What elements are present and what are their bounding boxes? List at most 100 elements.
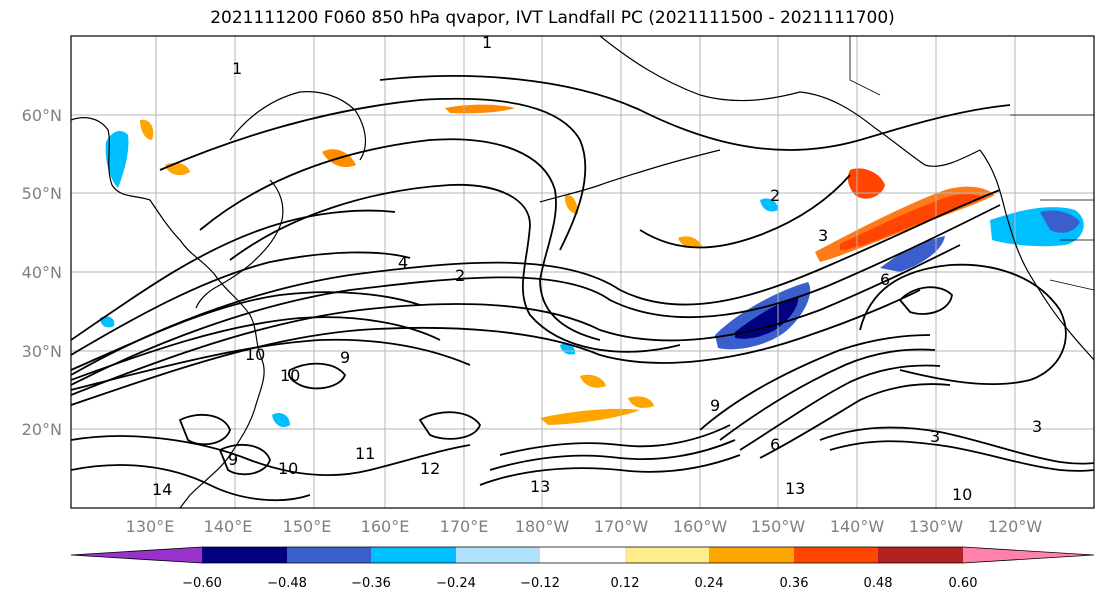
contour-line bbox=[71, 316, 441, 381]
positive-anomaly-subtropic bbox=[540, 408, 640, 425]
colorbar-tick: −0.48 bbox=[267, 576, 307, 591]
colorbar-segment bbox=[794, 547, 878, 563]
colorbar-segment bbox=[709, 547, 794, 563]
colorbar: −0.60 −0.48 −0.36 −0.24 −0.12 0.12 0.24 … bbox=[70, 546, 1095, 591]
lat-label: 60°N bbox=[22, 106, 62, 125]
lon-label: 120°W bbox=[988, 517, 1043, 536]
lon-label: 140°W bbox=[830, 517, 885, 536]
contour-label: 9 bbox=[228, 450, 238, 469]
lat-label: 20°N bbox=[22, 420, 62, 439]
colorbar-segment bbox=[287, 547, 371, 563]
contour-label: 2 bbox=[770, 186, 780, 205]
north-america-west-coast bbox=[979, 149, 1094, 361]
contour-label: 3 bbox=[818, 226, 828, 245]
negative-anomaly-coast-core bbox=[1040, 210, 1080, 233]
positive-anomaly-small-2 bbox=[564, 195, 578, 214]
colorbar-segment bbox=[71, 547, 202, 563]
negative-anomaly-kamchatka bbox=[105, 130, 129, 188]
contour-line bbox=[71, 209, 396, 341]
positive-anomaly-small-4 bbox=[140, 119, 154, 140]
contour-label: 3 bbox=[1032, 417, 1042, 436]
colorbar-segment bbox=[963, 547, 1094, 563]
colorbar-segments bbox=[70, 546, 1095, 564]
border-line-3 bbox=[1040, 199, 1094, 291]
lat-label: 40°N bbox=[22, 263, 62, 282]
asia-coastline bbox=[71, 117, 265, 508]
colorbar-outline bbox=[70, 546, 1095, 564]
contour-line bbox=[71, 291, 421, 371]
contour-line bbox=[71, 435, 471, 477]
colorbar-tick: 0.24 bbox=[695, 576, 724, 591]
colorbar-segment bbox=[456, 547, 540, 563]
alaska-coastline bbox=[599, 36, 981, 167]
contour-line bbox=[499, 424, 731, 456]
contour-label: 3 bbox=[930, 427, 940, 446]
contour-line bbox=[699, 334, 931, 431]
contour-line bbox=[859, 263, 1067, 385]
contour-line bbox=[829, 440, 1094, 472]
colorbar-tick: 0.36 bbox=[780, 576, 809, 591]
lon-label: 130°W bbox=[909, 517, 964, 536]
contour-label: 12 bbox=[420, 459, 440, 478]
contour-line bbox=[199, 138, 601, 341]
contour-line bbox=[178, 413, 231, 446]
colorbar-tick: −0.60 bbox=[182, 576, 222, 591]
contour-label: 14 bbox=[152, 480, 172, 499]
colorbar-tick-labels: −0.60 −0.48 −0.36 −0.24 −0.12 0.12 0.24 … bbox=[182, 576, 977, 591]
contour-line bbox=[71, 464, 311, 502]
contour-line bbox=[71, 251, 411, 356]
contour-line bbox=[71, 289, 921, 406]
lon-label: 150°E bbox=[283, 517, 332, 536]
contour-line bbox=[159, 97, 587, 251]
lon-label: 150°W bbox=[751, 517, 806, 536]
positive-anomaly-small-3 bbox=[580, 374, 606, 388]
contour-label: 11 bbox=[355, 444, 375, 463]
latitude-labels: 60°N 50°N 40°N 30°N 20°N bbox=[22, 106, 62, 439]
colorbar-segment bbox=[625, 547, 709, 563]
contour-line bbox=[719, 348, 936, 441]
lon-label: 160°W bbox=[673, 517, 728, 536]
contour-labels: 1 1 2 2 3 4 9 10 10 11 12 13 13 14 9 10 … bbox=[152, 33, 1042, 504]
contour-label: 10 bbox=[280, 366, 300, 385]
positive-anomaly-bering bbox=[445, 104, 515, 114]
lon-label: 170°W bbox=[594, 517, 649, 536]
contour-label: 9 bbox=[710, 396, 720, 415]
contour-label: 13 bbox=[785, 479, 805, 498]
colorbar-tick: −0.24 bbox=[436, 576, 476, 591]
aleutian-chain bbox=[539, 149, 721, 203]
lon-label: 130°E bbox=[126, 517, 175, 536]
contour-label: 2 bbox=[455, 266, 465, 285]
contour-label: 13 bbox=[530, 477, 550, 496]
contour-label: 1 bbox=[482, 33, 492, 52]
map-panel: 1 1 2 2 3 4 9 10 10 11 12 13 13 14 9 10 … bbox=[70, 33, 1095, 509]
contour-line bbox=[71, 244, 961, 396]
japan-coastline bbox=[195, 179, 284, 309]
kamchatka-coastline bbox=[229, 91, 367, 161]
negative-anomaly-east bbox=[880, 236, 945, 272]
contour-line bbox=[819, 426, 1094, 465]
colorbar-tick: 0.12 bbox=[611, 576, 640, 591]
positive-anomaly-small-6 bbox=[628, 396, 654, 408]
colorbar-tick: 0.48 bbox=[864, 576, 893, 591]
contour-label: 10 bbox=[952, 485, 972, 504]
longitude-labels: 130°E 140°E 150°E 160°E 170°E 180°W 170°… bbox=[126, 517, 1043, 536]
contour-label: 1 bbox=[232, 59, 242, 78]
lat-label: 50°N bbox=[22, 184, 62, 203]
contour-line bbox=[287, 362, 347, 390]
contour-label: 6 bbox=[770, 435, 780, 454]
contour-label: 6 bbox=[880, 270, 890, 289]
map-frame bbox=[70, 35, 1095, 509]
contour-line bbox=[218, 443, 271, 476]
negative-anomaly-small-3 bbox=[272, 413, 290, 427]
negative-anomaly-small-1 bbox=[760, 198, 778, 212]
contour-line bbox=[71, 204, 1001, 386]
negative-anomaly-core bbox=[735, 296, 799, 339]
lon-label: 170°E bbox=[440, 517, 489, 536]
positive-anomaly-core bbox=[840, 194, 985, 250]
coastlines bbox=[71, 36, 1094, 508]
positive-anomaly-small-1 bbox=[678, 236, 702, 248]
colorbar-segment bbox=[540, 547, 625, 563]
contour-line bbox=[71, 189, 1001, 376]
colorbar-segment bbox=[878, 547, 963, 563]
